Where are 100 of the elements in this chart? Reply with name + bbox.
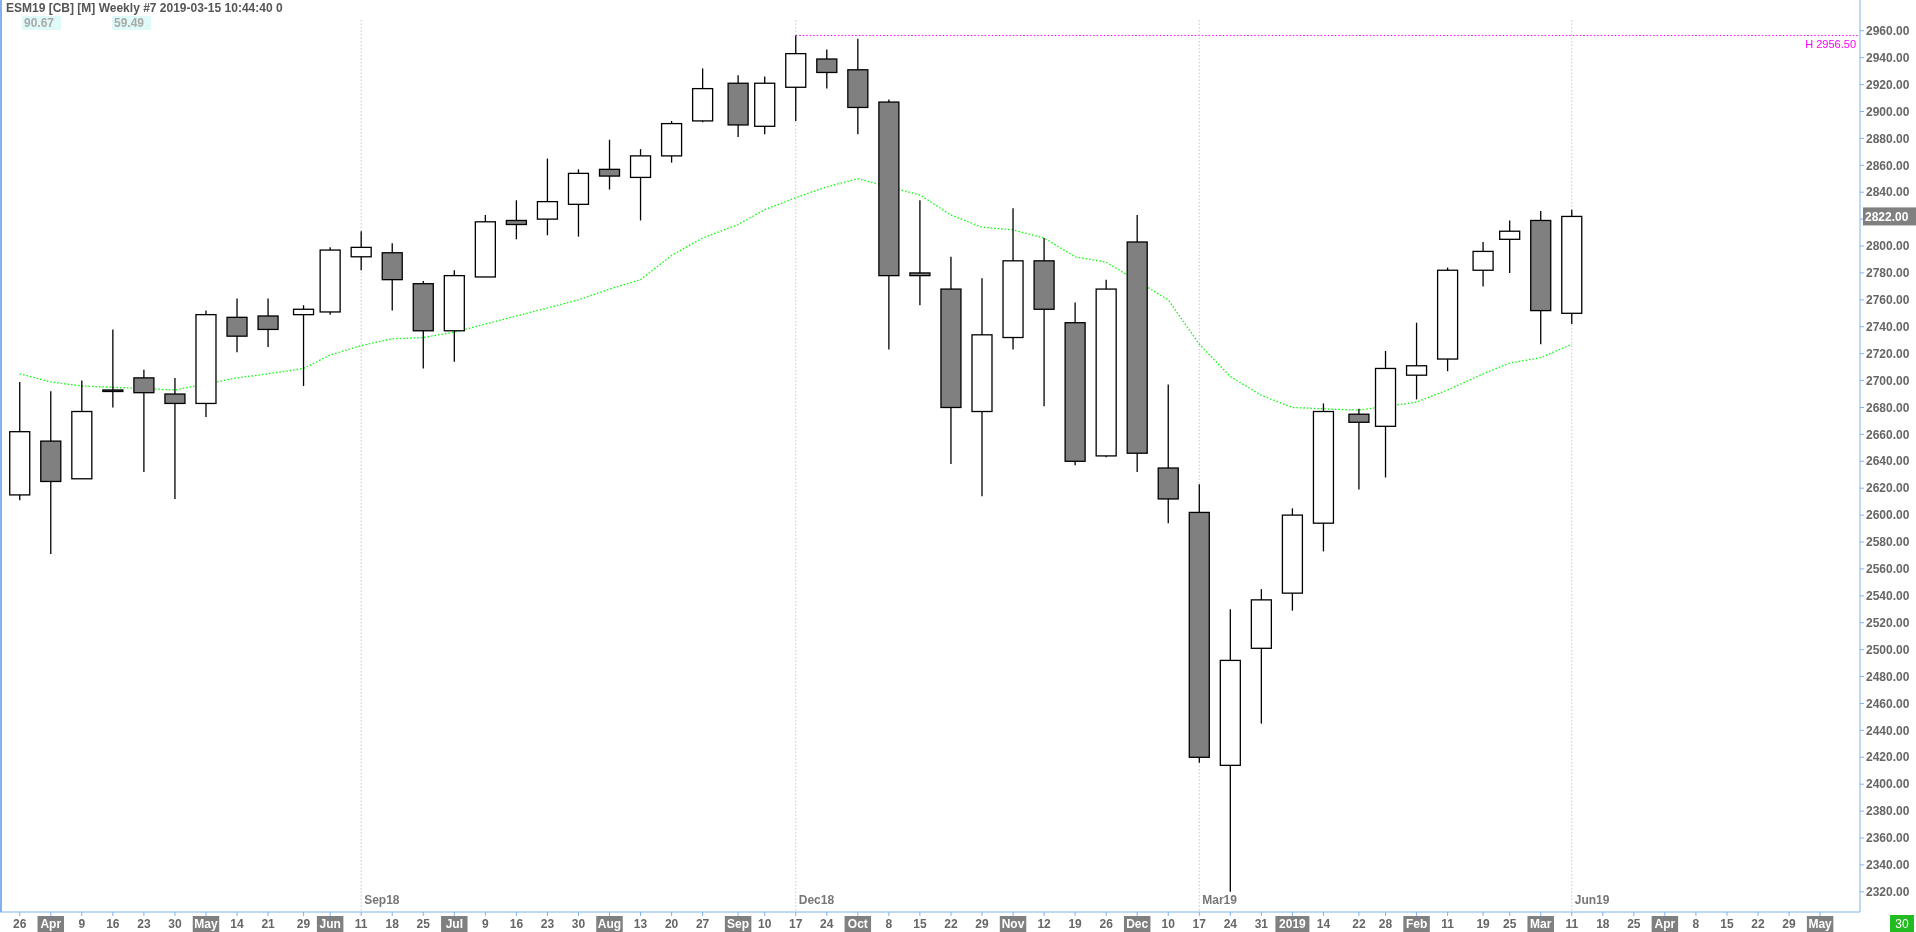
y-tick-label: 2660.00 (1866, 427, 1910, 442)
x-tick-label: 25 (416, 917, 431, 931)
y-tick-label: 2380.00 (1866, 804, 1910, 819)
y-tick-label: 2700.00 (1866, 373, 1910, 388)
x-tick-label: 20 (664, 917, 679, 931)
candlestick (133, 369, 155, 473)
y-tick-label: 2780.00 (1866, 266, 1910, 281)
y-tick-label: 2580.00 (1866, 535, 1910, 550)
y-tick-label: 2400.00 (1866, 777, 1910, 792)
y-tick-label: 2600.00 (1866, 508, 1910, 523)
x-tick-label: 9 (482, 917, 489, 931)
x-tick-label: 25 (1627, 917, 1641, 931)
y-tick-label: 2540.00 (1866, 589, 1910, 604)
y-tick-label: 2560.00 (1866, 562, 1910, 577)
y-tick-label: 2680.00 (1866, 400, 1910, 415)
candlestick (257, 297, 279, 348)
x-tick-label: 14 (230, 917, 245, 931)
candlestick (909, 199, 931, 306)
x-tick-label: 16 (106, 917, 120, 931)
ref-line-label: Jun19 (1574, 893, 1610, 907)
x-tick-label: 16 (509, 917, 524, 931)
x-tick-label: 24 (1223, 917, 1238, 931)
y-tick-label: 2920.00 (1866, 77, 1910, 92)
y-tick-label: 2860.00 (1866, 158, 1910, 173)
x-tick-label: 2019 (1279, 917, 1307, 931)
y-tick-label: 2520.00 (1866, 615, 1910, 630)
x-tick-label: Aug (597, 917, 622, 931)
x-tick-label: Dec (1126, 917, 1149, 931)
y-tick-label: 2340.00 (1866, 858, 1910, 873)
y-tick-label: 2720.00 (1866, 346, 1910, 361)
x-tick-label: 19 (1068, 917, 1083, 931)
y-tick-label: 2480.00 (1866, 669, 1910, 684)
x-tick-label: 26 (13, 917, 27, 931)
y-tick-label: 2320.00 (1866, 885, 1910, 900)
y-tick-label: 2940.00 (1866, 50, 1910, 65)
x-tick-label: 9 (78, 917, 86, 931)
x-tick-label: 30 (571, 917, 586, 931)
x-tick-label: 30 (168, 917, 182, 931)
candlestick (816, 48, 838, 90)
candlestick (226, 297, 248, 353)
x-tick-label: 11 (1565, 917, 1579, 931)
x-tick-label: 23 (540, 917, 555, 931)
x-tick-label: Jul (445, 917, 463, 931)
candlestick (536, 157, 559, 236)
y-tick-label: 2960.00 (1866, 23, 1910, 38)
x-tick-label: Sep (727, 917, 750, 931)
x-tick-label: 15 (1720, 917, 1734, 931)
candlestick (598, 139, 621, 191)
x-tick-label: Apr (1654, 917, 1676, 931)
x-tick-label: May (194, 917, 218, 931)
ref-line-label: Sep18 (364, 893, 400, 907)
y-tick-label: 2800.00 (1866, 239, 1910, 254)
candlestick (1405, 322, 1428, 401)
x-tick-label: Mar (1530, 917, 1552, 931)
x-tick-label: 8 (885, 917, 893, 931)
x-tick-label: 22 (1751, 917, 1765, 931)
x-tick-label: 18 (1596, 917, 1610, 931)
x-tick-label: 22 (944, 917, 958, 931)
x-tick-label: May (1808, 917, 1833, 931)
x-tick-label: 29 (296, 917, 311, 931)
x-tick-label: Oct (847, 917, 868, 931)
candlestick (1499, 219, 1521, 274)
line-series (19, 178, 1573, 411)
y-tick-label: 2840.00 (1866, 185, 1910, 200)
y-tick-label: 2500.00 (1866, 642, 1910, 657)
x-tick-label: 25 (1503, 917, 1517, 931)
y-tick-label: 2420.00 (1866, 750, 1910, 765)
annotation: 59.49 (114, 16, 145, 30)
x-tick-label: Feb (1405, 917, 1428, 931)
x-tick-label: 12 (1037, 917, 1052, 931)
x-tick-label: 14 (1316, 917, 1331, 931)
x-tick-label: 31 (1254, 917, 1269, 931)
x-tick-label: 11 (1441, 917, 1455, 931)
x-tick-label: 13 (633, 917, 648, 931)
y-tick-label: 2360.00 (1866, 831, 1910, 846)
x-tick-label: 10 (1161, 917, 1176, 931)
candlestick (164, 377, 186, 500)
x-tick-label: 27 (695, 917, 710, 931)
y-tick-label: 2620.00 (1866, 481, 1910, 496)
x-tick-label: Jun (319, 917, 341, 931)
candlestick (505, 199, 528, 240)
candlestick (1348, 408, 1370, 491)
x-tick-label: 23 (137, 917, 151, 931)
candlestick (350, 230, 372, 271)
y-tick-label: 2440.00 (1866, 723, 1910, 738)
x-tick-label: 18 (385, 917, 400, 931)
candlestick (102, 328, 124, 409)
text: 2822.00 (1865, 209, 1909, 224)
x-tick-label: Apr (40, 917, 62, 931)
y-tick-label: 2460.00 (1866, 696, 1910, 711)
x-tick-label: 26 (1099, 917, 1114, 931)
x-tick-label: 17 (789, 917, 803, 931)
x-tick-label: 28 (1378, 917, 1393, 931)
x-tick-label: 29 (1782, 917, 1797, 931)
x-tick-label: 15 (913, 917, 927, 931)
annotation: 90.67 (24, 16, 55, 30)
x-tick-label: 29 (975, 917, 989, 931)
x-tick-label: 24 (820, 917, 834, 931)
chart-title: ESM19 [CB] [M] Weekly #7 2019-03-15 10:44:40 0 (6, 1, 283, 15)
ref-line-label: H 2956.50 (1805, 38, 1856, 51)
